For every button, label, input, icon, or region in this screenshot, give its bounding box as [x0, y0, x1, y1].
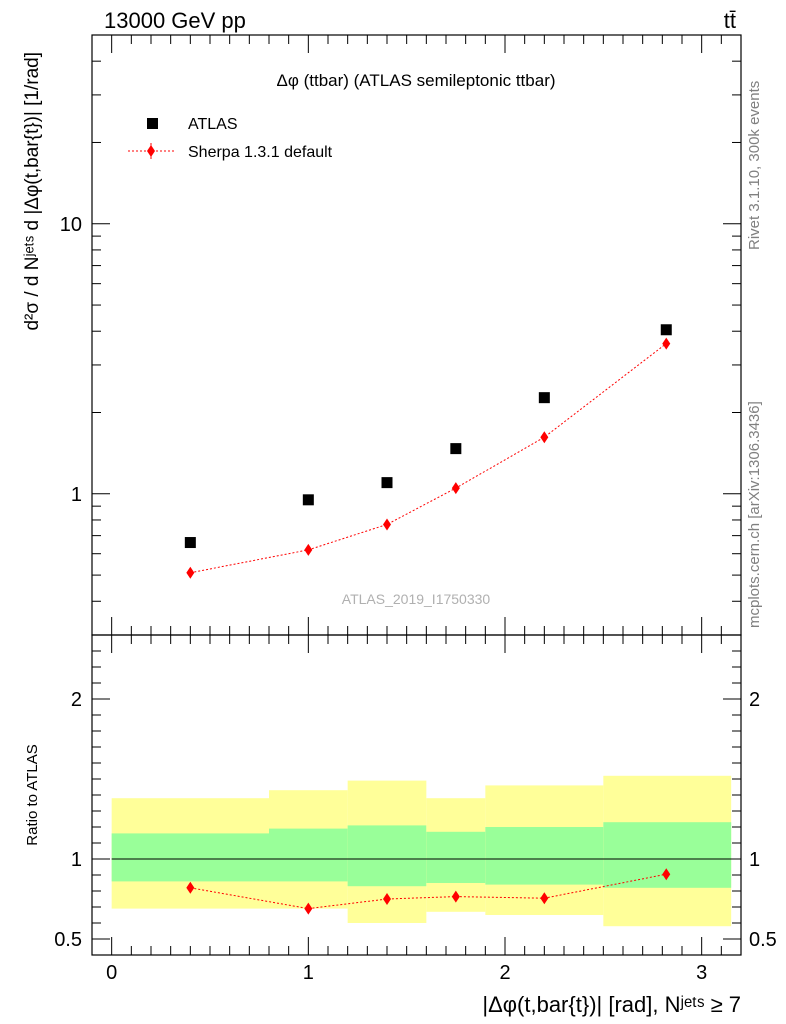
sherpa-data-point	[304, 543, 313, 556]
sherpa-data-point	[451, 482, 460, 495]
ratio-inner-band	[485, 827, 604, 885]
legend-atlas-label: ATLAS	[188, 116, 238, 133]
ratio-y-tick-label-right: 2	[749, 689, 760, 711]
sherpa-data-point	[540, 431, 549, 444]
watermark: ATLAS_2019_I1750330	[342, 591, 491, 607]
atlas-data-point	[450, 443, 462, 455]
legend: ATLAS Sherpa 1.3.1 default	[128, 116, 333, 161]
sherpa-line	[190, 343, 667, 574]
ratio-sherpa-line	[190, 873, 667, 910]
ratio-inner-band	[347, 825, 427, 887]
ratio-ylabel: Ratio to ATLAS	[24, 744, 41, 845]
main-axes: 1 10	[60, 34, 742, 636]
atlas-data-point	[302, 494, 314, 506]
x-tick-label: 3	[696, 962, 707, 984]
x-tick-label: 1	[303, 962, 314, 984]
legend-sherpa-label: Sherpa 1.3.1 default	[188, 144, 333, 161]
xlabel: |Δφ(t,bar{t})| [rad], Nʲᵉᵗˢ ≥ 7	[482, 992, 741, 1017]
ratio-y-tick-label-right: 0.5	[749, 929, 777, 951]
main-ylabel: d²σ / d Nʲᵉᵗˢ d |Δφ(t,bar{t})| [1/rad]	[22, 52, 43, 331]
ratio-sherpa-data-point	[451, 890, 460, 903]
ratio-y-tick-label: 2	[71, 689, 82, 711]
ratio-sherpa-data-point	[662, 868, 671, 881]
ratio-inner-band	[269, 828, 348, 882]
atlas-data-point	[660, 324, 672, 336]
sherpa-data-point	[383, 518, 391, 531]
mcplots-label: mcplots.cern.ch [arXiv:1306.3436]	[746, 401, 763, 628]
ratio-panel: 0.5 0.5 1 1 2 2 0 1 2 3 Ratio to ATLAS |Δφ(t,bar{…	[24, 634, 777, 1017]
main-y-tick-label: 1	[71, 484, 82, 506]
ratio-y-tick-label-right: 1	[749, 849, 760, 871]
ratio-axes: 0.5 0.5 1 1 2 2 0 1 2 3	[54, 635, 777, 984]
ratio-sherpa-data-point	[304, 902, 313, 915]
legend-atlas-marker	[147, 118, 158, 129]
rivet-version-label: Rivet 3.1.10, 300k events	[746, 81, 763, 250]
atlas-data-point	[184, 537, 196, 549]
sherpa-data-point	[662, 337, 671, 350]
ratio-y-tick-label: 1	[71, 849, 82, 871]
ratio-data-layer	[111, 775, 741, 927]
legend-sherpa-marker	[147, 145, 155, 157]
header-right: tt̄	[724, 8, 736, 33]
x-tick-label: 2	[499, 962, 510, 984]
main-title: Δφ (ttbar) (ATLAS semileptonic ttbar)	[276, 71, 555, 90]
ratio-sherpa-data-point	[383, 893, 391, 905]
ratio-y-tick-label: 0.5	[54, 929, 82, 951]
atlas-data-point	[538, 392, 550, 404]
ratio-sherpa-data-point	[186, 881, 195, 894]
x-tick-label: 0	[106, 962, 117, 984]
header-left: 13000 GeV pp	[104, 8, 246, 33]
ratio-inner-band	[111, 833, 270, 882]
sherpa-data-point	[186, 566, 195, 579]
ratio-sherpa-data-point	[540, 892, 549, 905]
main-y-tick-label: 10	[60, 214, 82, 236]
atlas-data-point	[381, 477, 393, 489]
main-data-layer	[184, 324, 672, 579]
ratio-inner-band	[426, 831, 486, 883]
main-panel: 1 10 Δφ (ttbar) (ATLAS semileptonic ttbar…	[22, 34, 742, 636]
